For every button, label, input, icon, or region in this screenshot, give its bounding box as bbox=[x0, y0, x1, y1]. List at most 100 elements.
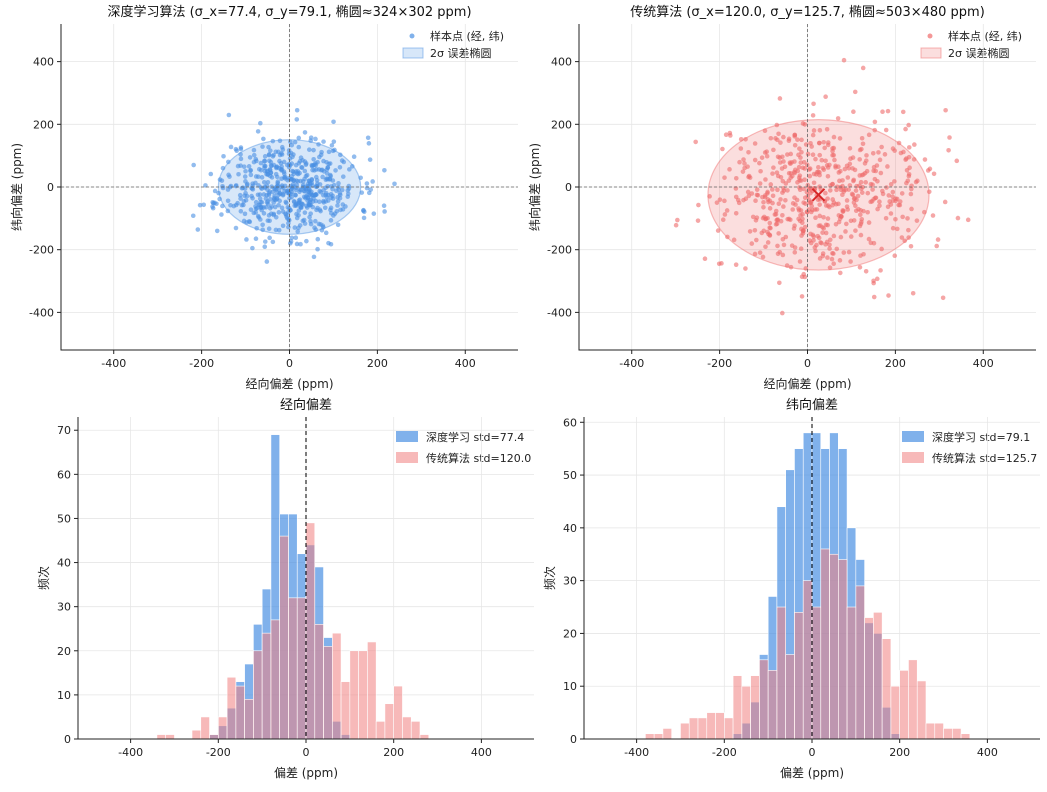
y-tick-label: 40 bbox=[563, 522, 577, 535]
sample-point bbox=[191, 162, 196, 168]
sample-point bbox=[796, 152, 801, 158]
sample-point bbox=[793, 202, 798, 207]
sample-point bbox=[241, 164, 247, 170]
sample-point bbox=[245, 181, 250, 187]
sample-point bbox=[255, 213, 261, 219]
sample-point bbox=[792, 159, 797, 164]
sample-point bbox=[837, 136, 843, 141]
sample-point bbox=[268, 197, 273, 202]
sample-point bbox=[315, 205, 320, 211]
sample-point bbox=[857, 264, 863, 270]
sample-point bbox=[894, 226, 900, 232]
x-tick-label: -400 bbox=[118, 746, 143, 759]
hist-bar bbox=[943, 728, 953, 740]
sample-point bbox=[910, 290, 916, 296]
sample-point bbox=[326, 161, 332, 167]
sample-point bbox=[875, 206, 880, 212]
y-tick-label: 30 bbox=[563, 575, 577, 588]
sample-point bbox=[300, 201, 305, 207]
sample-point bbox=[796, 208, 802, 213]
sample-point bbox=[268, 159, 274, 165]
sample-point bbox=[843, 229, 848, 234]
sample-point bbox=[866, 236, 872, 242]
sample-point bbox=[914, 218, 920, 223]
sample-point bbox=[798, 160, 804, 165]
sample-point bbox=[853, 228, 858, 233]
sample-point bbox=[210, 199, 215, 205]
sample-point bbox=[792, 132, 798, 138]
sample-point bbox=[319, 227, 325, 233]
hist-bar bbox=[908, 659, 918, 740]
hist-bar bbox=[715, 712, 725, 740]
sample-point bbox=[852, 196, 858, 201]
sample-point bbox=[727, 130, 733, 136]
sample-point bbox=[696, 202, 701, 208]
lon-hist-legend-dl: 深度学习 std=77.4 bbox=[426, 430, 524, 444]
x-tick-label: 200 bbox=[889, 746, 910, 759]
sample-point bbox=[280, 147, 286, 152]
sample-point bbox=[257, 196, 263, 202]
sample-point bbox=[906, 173, 912, 179]
sample-point bbox=[720, 146, 725, 152]
sample-point bbox=[236, 171, 241, 177]
sample-point bbox=[817, 140, 822, 146]
sample-point bbox=[848, 156, 853, 162]
sample-point bbox=[757, 181, 763, 186]
sample-point bbox=[293, 185, 299, 190]
sample-point bbox=[823, 222, 829, 228]
sample-point bbox=[319, 149, 324, 155]
sample-point bbox=[759, 230, 765, 236]
sample-point bbox=[890, 225, 896, 231]
sample-point bbox=[714, 200, 720, 205]
hist-bar bbox=[829, 553, 839, 740]
sample-point bbox=[238, 152, 243, 157]
sample-point bbox=[965, 217, 971, 223]
sample-point bbox=[325, 165, 331, 170]
sample-point bbox=[675, 217, 680, 223]
sample-point bbox=[770, 187, 775, 192]
sample-point bbox=[858, 212, 863, 218]
y-tick-label: 0 bbox=[570, 733, 577, 746]
sample-point bbox=[243, 197, 249, 203]
sample-point bbox=[827, 246, 832, 251]
sample-point bbox=[270, 154, 276, 159]
sample-point bbox=[262, 239, 268, 244]
sample-point bbox=[868, 199, 873, 205]
sample-point bbox=[306, 147, 312, 152]
sample-point bbox=[825, 255, 830, 260]
sample-point bbox=[345, 191, 351, 197]
legend-marker-dl bbox=[902, 431, 924, 442]
sample-point bbox=[311, 147, 316, 153]
sample-point bbox=[750, 214, 756, 220]
sample-point bbox=[743, 196, 749, 202]
sample-point bbox=[326, 240, 331, 246]
sample-point bbox=[897, 199, 903, 204]
sample-point bbox=[819, 157, 825, 163]
sample-point bbox=[314, 174, 319, 180]
hist-bar bbox=[873, 612, 883, 740]
sample-point bbox=[837, 270, 843, 276]
sample-point bbox=[837, 178, 842, 184]
sample-point bbox=[800, 216, 805, 222]
hist-bar bbox=[846, 606, 857, 740]
y-tick-label: 0 bbox=[64, 733, 71, 746]
y-tick-label: 20 bbox=[57, 645, 71, 658]
hist-bar bbox=[794, 612, 804, 740]
sample-point bbox=[777, 280, 782, 286]
sample-point bbox=[225, 187, 231, 192]
sample-point bbox=[289, 142, 295, 148]
hist-bar bbox=[375, 721, 386, 740]
sample-point bbox=[256, 166, 262, 172]
sample-point bbox=[775, 251, 781, 257]
sample-point bbox=[771, 165, 776, 170]
sample-point bbox=[810, 132, 816, 138]
data-layer bbox=[579, 24, 1036, 350]
sample-point bbox=[816, 169, 821, 175]
sample-point bbox=[273, 187, 279, 192]
sample-point bbox=[774, 221, 780, 227]
hist-bar bbox=[270, 619, 280, 740]
sample-point bbox=[831, 145, 837, 151]
x-tick-label: -400 bbox=[624, 746, 649, 759]
sample-point bbox=[823, 242, 828, 247]
sample-point bbox=[313, 136, 318, 142]
